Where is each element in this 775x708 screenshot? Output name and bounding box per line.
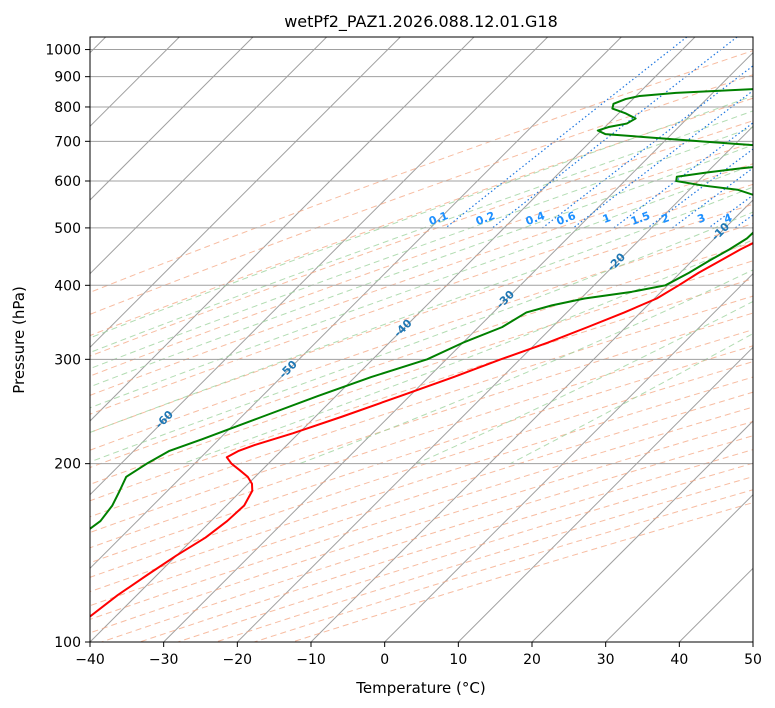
- y-tick-label: 600: [54, 174, 81, 190]
- mixing-ratio-label: 0.1: [427, 209, 450, 228]
- x-tick-label: 50: [744, 652, 762, 668]
- x-tick-label: −10: [296, 652, 326, 668]
- y-tick-label: 400: [54, 278, 81, 294]
- moist-adiabat-line: [416, 300, 753, 465]
- isotherm-line: [90, 37, 401, 349]
- mixing-ratio-label: 2: [659, 211, 671, 226]
- mixing-ratio-line: [572, 89, 753, 229]
- y-tick-label: 200: [54, 457, 81, 473]
- mixing-ratio-label: 6: [761, 211, 773, 226]
- plot-frame: [89, 36, 754, 643]
- isotherm-line: [90, 37, 622, 570]
- mixing-ratio-label: 0.2: [474, 209, 497, 228]
- y-tick-label: 900: [54, 70, 81, 86]
- chart-title: wetPf2_PAZ1.2026.088.12.01.G18: [284, 12, 558, 32]
- y-axis-title: Pressure (hPa): [10, 286, 28, 394]
- mixing-ratio-label: 0.6: [555, 209, 578, 228]
- y-tick-label: 100: [54, 635, 81, 651]
- isotherm-line: [90, 37, 696, 642]
- y-tick-label: 300: [54, 352, 81, 368]
- x-tick-label: 0: [380, 652, 389, 668]
- y-tick-label: 1000: [45, 43, 81, 59]
- moist-adiabat-line: [90, 186, 753, 433]
- y-tick-label: 800: [54, 100, 81, 116]
- dry-adiabat-line: [90, 120, 753, 357]
- moist-adiabat-line: [90, 164, 753, 409]
- mixing-ratio-label: 1.5: [629, 209, 652, 228]
- x-tick-label: 20: [523, 652, 541, 668]
- mixing-ratio-label: 1: [601, 211, 613, 226]
- x-tick-label: 40: [670, 652, 688, 668]
- isotherm-line: [90, 37, 475, 422]
- mixing-ratio-label: 4: [722, 211, 734, 226]
- isotherm-line: [531, 420, 753, 642]
- x-tick-label: −30: [149, 652, 179, 668]
- isotherm-line: [310, 199, 753, 642]
- plot-background: [90, 37, 753, 642]
- mixing-ratio-line: [542, 65, 753, 229]
- mixing-ratio-line: [672, 167, 753, 229]
- dry-adiabat-line: [90, 278, 753, 502]
- isotherm-line: [457, 346, 753, 642]
- dry-adiabat-line: [90, 260, 753, 485]
- isotherm-line: [90, 37, 254, 201]
- x-tick-label: −20: [223, 652, 253, 668]
- isotherm-line: [236, 125, 753, 642]
- isotherm-line: [90, 37, 328, 275]
- dry-adiabat-line: [90, 50, 753, 293]
- mixing-ratio-label: 0.4: [524, 209, 547, 228]
- moist-adiabat-line: [90, 126, 753, 370]
- dry-adiabat-line: [90, 223, 753, 451]
- mixing-ratio-line: [492, 37, 738, 229]
- x-axis-title: Temperature (°C): [355, 679, 485, 697]
- x-tick-label: −40: [75, 652, 105, 668]
- mixing-ratio-label: 3: [696, 211, 708, 226]
- dry-adiabat-line: [90, 163, 753, 396]
- dry-adiabat-line: [90, 329, 753, 549]
- moist-adiabat-line: [90, 110, 753, 354]
- dry-adiabat-line: [90, 74, 753, 315]
- x-tick-label: 30: [597, 652, 615, 668]
- dry-adiabat-line: [90, 391, 753, 607]
- x-tick-label: 10: [449, 652, 467, 668]
- temperature-profile-line: [90, 242, 753, 618]
- y-tick-label: 500: [54, 221, 81, 237]
- isotherm-line: [605, 493, 753, 642]
- dry-adiabat-line: [90, 312, 753, 534]
- isotherm-line: [384, 272, 753, 642]
- isotherm-label: -70: [28, 459, 51, 482]
- dewpoint-profile-line: [90, 88, 753, 531]
- moist-adiabat-line: [90, 211, 753, 463]
- dry-adiabat-line: [90, 183, 753, 415]
- isotherm-line: [752, 641, 753, 642]
- isotherm-line: [90, 37, 549, 496]
- dry-adiabat-line: [90, 97, 753, 337]
- dry-adiabat-line: [90, 142, 753, 377]
- y-tick-label: 700: [54, 134, 81, 150]
